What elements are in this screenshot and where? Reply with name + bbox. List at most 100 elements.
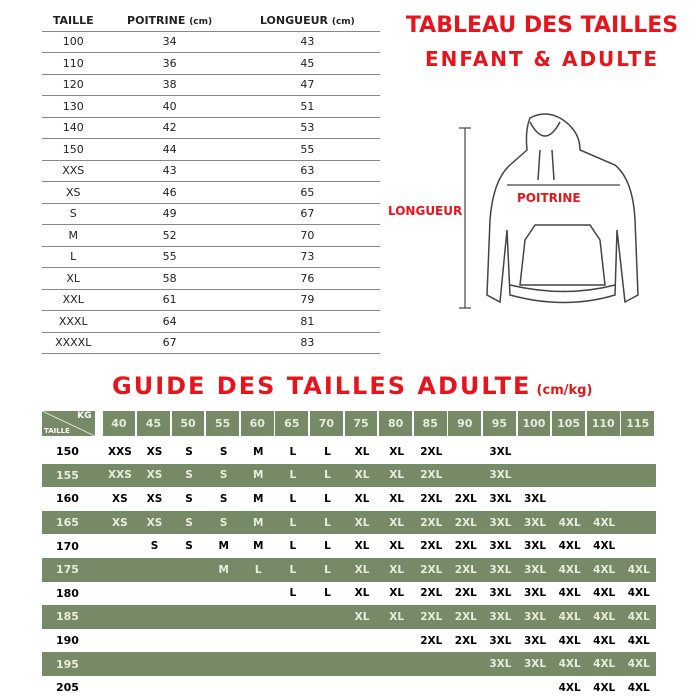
size-cell: XS: [146, 445, 163, 458]
longueur-cell: 67: [234, 203, 380, 225]
size-row: 100 34 43: [42, 31, 380, 53]
size-cell: XS: [42, 181, 105, 204]
poitrine-cell: 38: [104, 74, 235, 96]
size-cell: 4XL: [593, 681, 616, 694]
size-cell: XS: [146, 492, 163, 505]
size-guide-grid: KG TAILLE 40 45 50 55 60 65 70 75 80 85 90 95 100 105…: [42, 411, 656, 700]
size-cell: 2XL: [454, 610, 477, 623]
size-cell: 2XL: [454, 587, 477, 600]
poitrine-cell: 43: [104, 160, 235, 182]
size-cell: M: [253, 492, 264, 505]
weight-header: 45: [137, 411, 170, 436]
size-cell: XL: [389, 610, 405, 623]
height-label: 190: [56, 634, 79, 648]
weight-header: 100: [517, 411, 551, 436]
size-cell: 3XL: [523, 610, 547, 623]
size-row: 120 38 47: [42, 74, 380, 96]
size-cell: L: [324, 445, 331, 458]
height-label: 170: [56, 539, 79, 553]
size-cell: L: [289, 492, 297, 505]
size-cell: 3XL: [523, 563, 547, 576]
weight-header: 110: [586, 411, 620, 436]
size-cell: M: [253, 469, 264, 482]
size-cell: 2XL: [420, 445, 443, 458]
size-cell: 3XL: [489, 445, 512, 458]
guide-unit: (cm/kg): [536, 383, 593, 398]
longueur-cell: 55: [234, 138, 380, 161]
size-cell: 3XL: [489, 516, 512, 529]
size-cell: XL: [354, 492, 370, 505]
size-cell: XL: [354, 540, 370, 553]
size-cell: XS: [112, 492, 128, 505]
corner-kg: KG: [77, 411, 92, 421]
size-row: XS 46 65: [42, 181, 380, 204]
size-cell: S: [150, 540, 159, 553]
size-cell: L: [254, 563, 262, 576]
size-cell: XL: [389, 445, 405, 458]
weight-header: 40: [102, 411, 136, 436]
hoodie-illustration: [459, 113, 639, 309]
height-label: 155: [56, 468, 79, 482]
size-cell: 110: [42, 52, 105, 75]
poitrine-cell: 46: [104, 181, 235, 204]
size-cell: L: [289, 540, 297, 553]
size-row: XXXL 64 81: [42, 310, 380, 333]
weight-header: 85: [413, 411, 447, 436]
size-cell: L: [289, 563, 297, 576]
weight-header-row: KG TAILLE 40 45 50 55 60 65 70 75 80 85 90 95 100 105…: [42, 411, 656, 436]
size-cell: XL: [354, 587, 370, 600]
title-tableau: TABLEAU DES TAILLES: [405, 13, 679, 38]
size-cell: XL: [354, 445, 370, 458]
size-cell: L: [324, 492, 331, 505]
guide-row: 170 S S M M L L XL XL 2XL 2XL 3XL 3XL 4XL 4XL: [42, 534, 656, 558]
size-cell: 3XL: [489, 563, 512, 576]
poitrine-cell: 67: [104, 332, 235, 354]
size-cell: L: [324, 540, 331, 553]
weight-header: 115: [621, 411, 655, 436]
weight-header: 65: [275, 411, 309, 436]
size-cell: XS: [112, 516, 128, 529]
height-label: 180: [56, 586, 79, 600]
size-cell: 4XL: [558, 610, 581, 623]
size-cell: XXXL: [42, 310, 105, 333]
size-cell: XXS: [108, 469, 132, 482]
size-cell: XXXXL: [42, 332, 105, 354]
weight-header: 50: [171, 411, 205, 436]
title-enfant-adulte: ENFANT & ADULTE: [424, 47, 660, 71]
size-cell: 2XL: [454, 563, 477, 576]
longueur-cell: 47: [234, 74, 380, 96]
size-cell: 4XL: [627, 587, 650, 600]
size-cell: XL: [389, 469, 405, 482]
size-cell: 4XL: [558, 587, 581, 600]
size-cell: 4XL: [558, 681, 581, 694]
size-cell: 2XL: [420, 540, 443, 553]
header-taille: TAILLE: [42, 10, 105, 32]
size-cell: 2XL: [454, 516, 477, 529]
weight-header: 105: [552, 411, 585, 436]
size-row: M 52 70: [42, 224, 380, 247]
guide-title: GUIDE DES TAILLES ADULTE: [112, 372, 532, 400]
longueur-cell: 51: [234, 95, 380, 118]
size-cell: 3XL: [523, 658, 547, 671]
poitrine-cell: 49: [104, 203, 235, 225]
guide-row: 165 XS XS S S M L L XL XL 2XL 2XL 3XL 3XL 4XL 4XL: [42, 510, 656, 535]
poitrine-cell: 40: [104, 95, 235, 118]
guide-row: 205 4XL 4XL 4XL: [42, 676, 656, 700]
size-cell: 3XL: [523, 516, 547, 529]
size-row: XXS 43 63: [42, 160, 380, 182]
size-cell: 120: [42, 74, 105, 96]
size-cell: XL: [389, 516, 405, 529]
weight-header: 75: [344, 411, 378, 436]
size-cell: 4XL: [558, 658, 581, 671]
size-cell: 2XL: [420, 563, 443, 576]
size-row: S 49 67: [42, 203, 380, 225]
weight-header: 60: [240, 411, 274, 436]
longueur-cell: 63: [234, 160, 380, 182]
guide-title-row: GUIDE DES TAILLES ADULTE (cm/kg): [112, 372, 592, 400]
weight-header: 55: [206, 411, 239, 436]
size-row: 150 44 55: [42, 138, 380, 161]
corner-cell: KG TAILLE: [42, 411, 95, 436]
size-cell: 4XL: [593, 516, 616, 529]
size-table: TAILLE POITRINE (cm) LONGUEUR (cm) 100 34…: [42, 10, 380, 354]
size-row: 110 36 45: [42, 52, 380, 75]
